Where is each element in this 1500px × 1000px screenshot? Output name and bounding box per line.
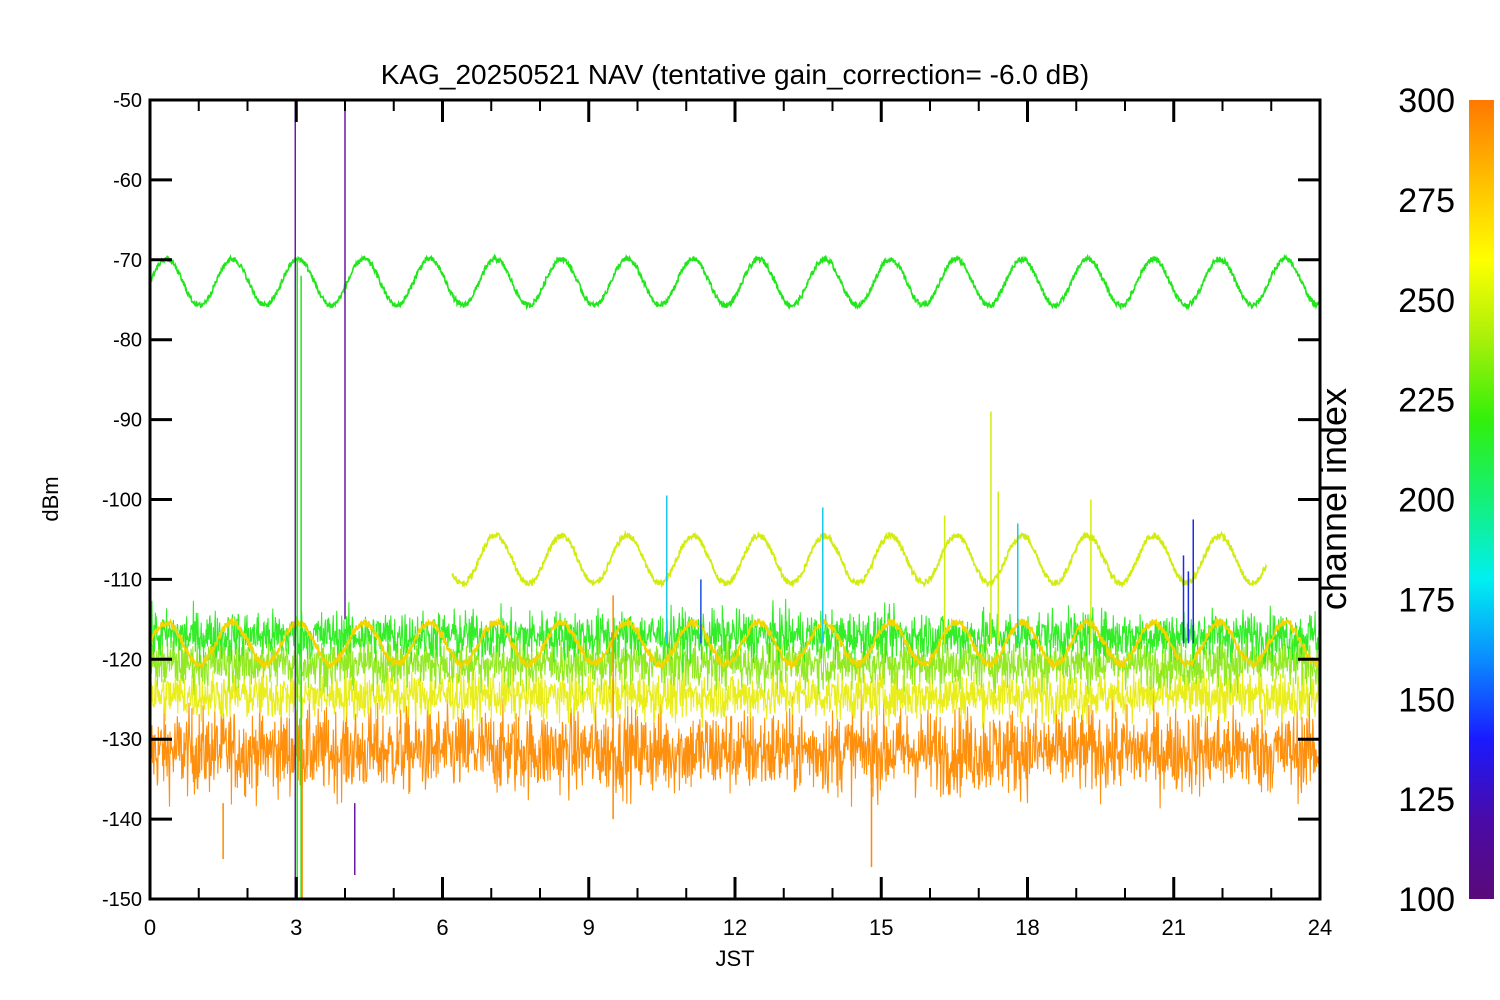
- y-tick-label: -150: [102, 889, 142, 911]
- colorbar-tick-label: 200: [1398, 482, 1455, 520]
- colorbar: [1469, 100, 1494, 899]
- x-tick-label: 21: [1162, 915, 1186, 940]
- plot-data-layer: [150, 100, 1320, 899]
- y-tick-label: -80: [113, 330, 142, 352]
- colorbar-tick-label: 300: [1398, 82, 1455, 120]
- y-tick-label: -70: [113, 250, 142, 272]
- band-series-1: [150, 658, 1320, 733]
- y-axis-label: dBm: [38, 476, 63, 521]
- x-axis-label: JST: [715, 946, 754, 971]
- x-tick-label: 0: [144, 915, 156, 940]
- y-tick-label: -130: [102, 729, 142, 751]
- x-tick-label: 6: [436, 915, 448, 940]
- y-axis: -50 -60 -70 -80 -90 -100 -110 -120 -130 -140 -150: [102, 90, 1320, 911]
- colorbar-tick-label: 150: [1398, 681, 1455, 719]
- colorbar-tick-label: 100: [1398, 881, 1455, 919]
- y-tick-label: -60: [113, 170, 142, 192]
- y-tick-label: -100: [102, 490, 142, 512]
- wave-series-0: [150, 253, 1320, 311]
- x-tick-label: 3: [290, 915, 302, 940]
- band-series-0: [150, 689, 1320, 809]
- y-tick-label: -110: [103, 569, 142, 591]
- wave-series-2: [150, 616, 1320, 670]
- colorbar-tick-label: 250: [1398, 282, 1455, 320]
- x-tick-label: 15: [869, 915, 893, 940]
- y-tick-label: -90: [113, 410, 142, 432]
- x-tick-label: 18: [1015, 915, 1039, 940]
- colorbar-tick-label: 225: [1398, 382, 1455, 420]
- colorbar-tick-label: 175: [1398, 581, 1455, 619]
- wave-series-1: [451, 529, 1268, 589]
- colorbar-ticks: 300 275 250 225 200 175 150 125 100: [1398, 82, 1455, 919]
- colorbar-label: channel index: [1313, 388, 1354, 610]
- y-tick-label: -140: [102, 809, 142, 831]
- y-tick-label: -120: [102, 649, 142, 671]
- y-tick-label: -50: [113, 90, 142, 112]
- x-tick-label: 9: [583, 915, 595, 940]
- chart-title: KAG_20250521 NAV (tentative gain_correct…: [381, 59, 1089, 90]
- plot-frame: [148, 98, 1322, 901]
- colorbar-tick-label: 275: [1398, 182, 1455, 220]
- x-axis: 0 3 6 9 12 15 18 21 24: [144, 100, 1332, 940]
- x-tick-label: 24: [1308, 915, 1332, 940]
- band-series-3: [150, 598, 1320, 673]
- x-tick-label: 12: [723, 915, 747, 940]
- colorbar-tick-label: 125: [1398, 781, 1455, 819]
